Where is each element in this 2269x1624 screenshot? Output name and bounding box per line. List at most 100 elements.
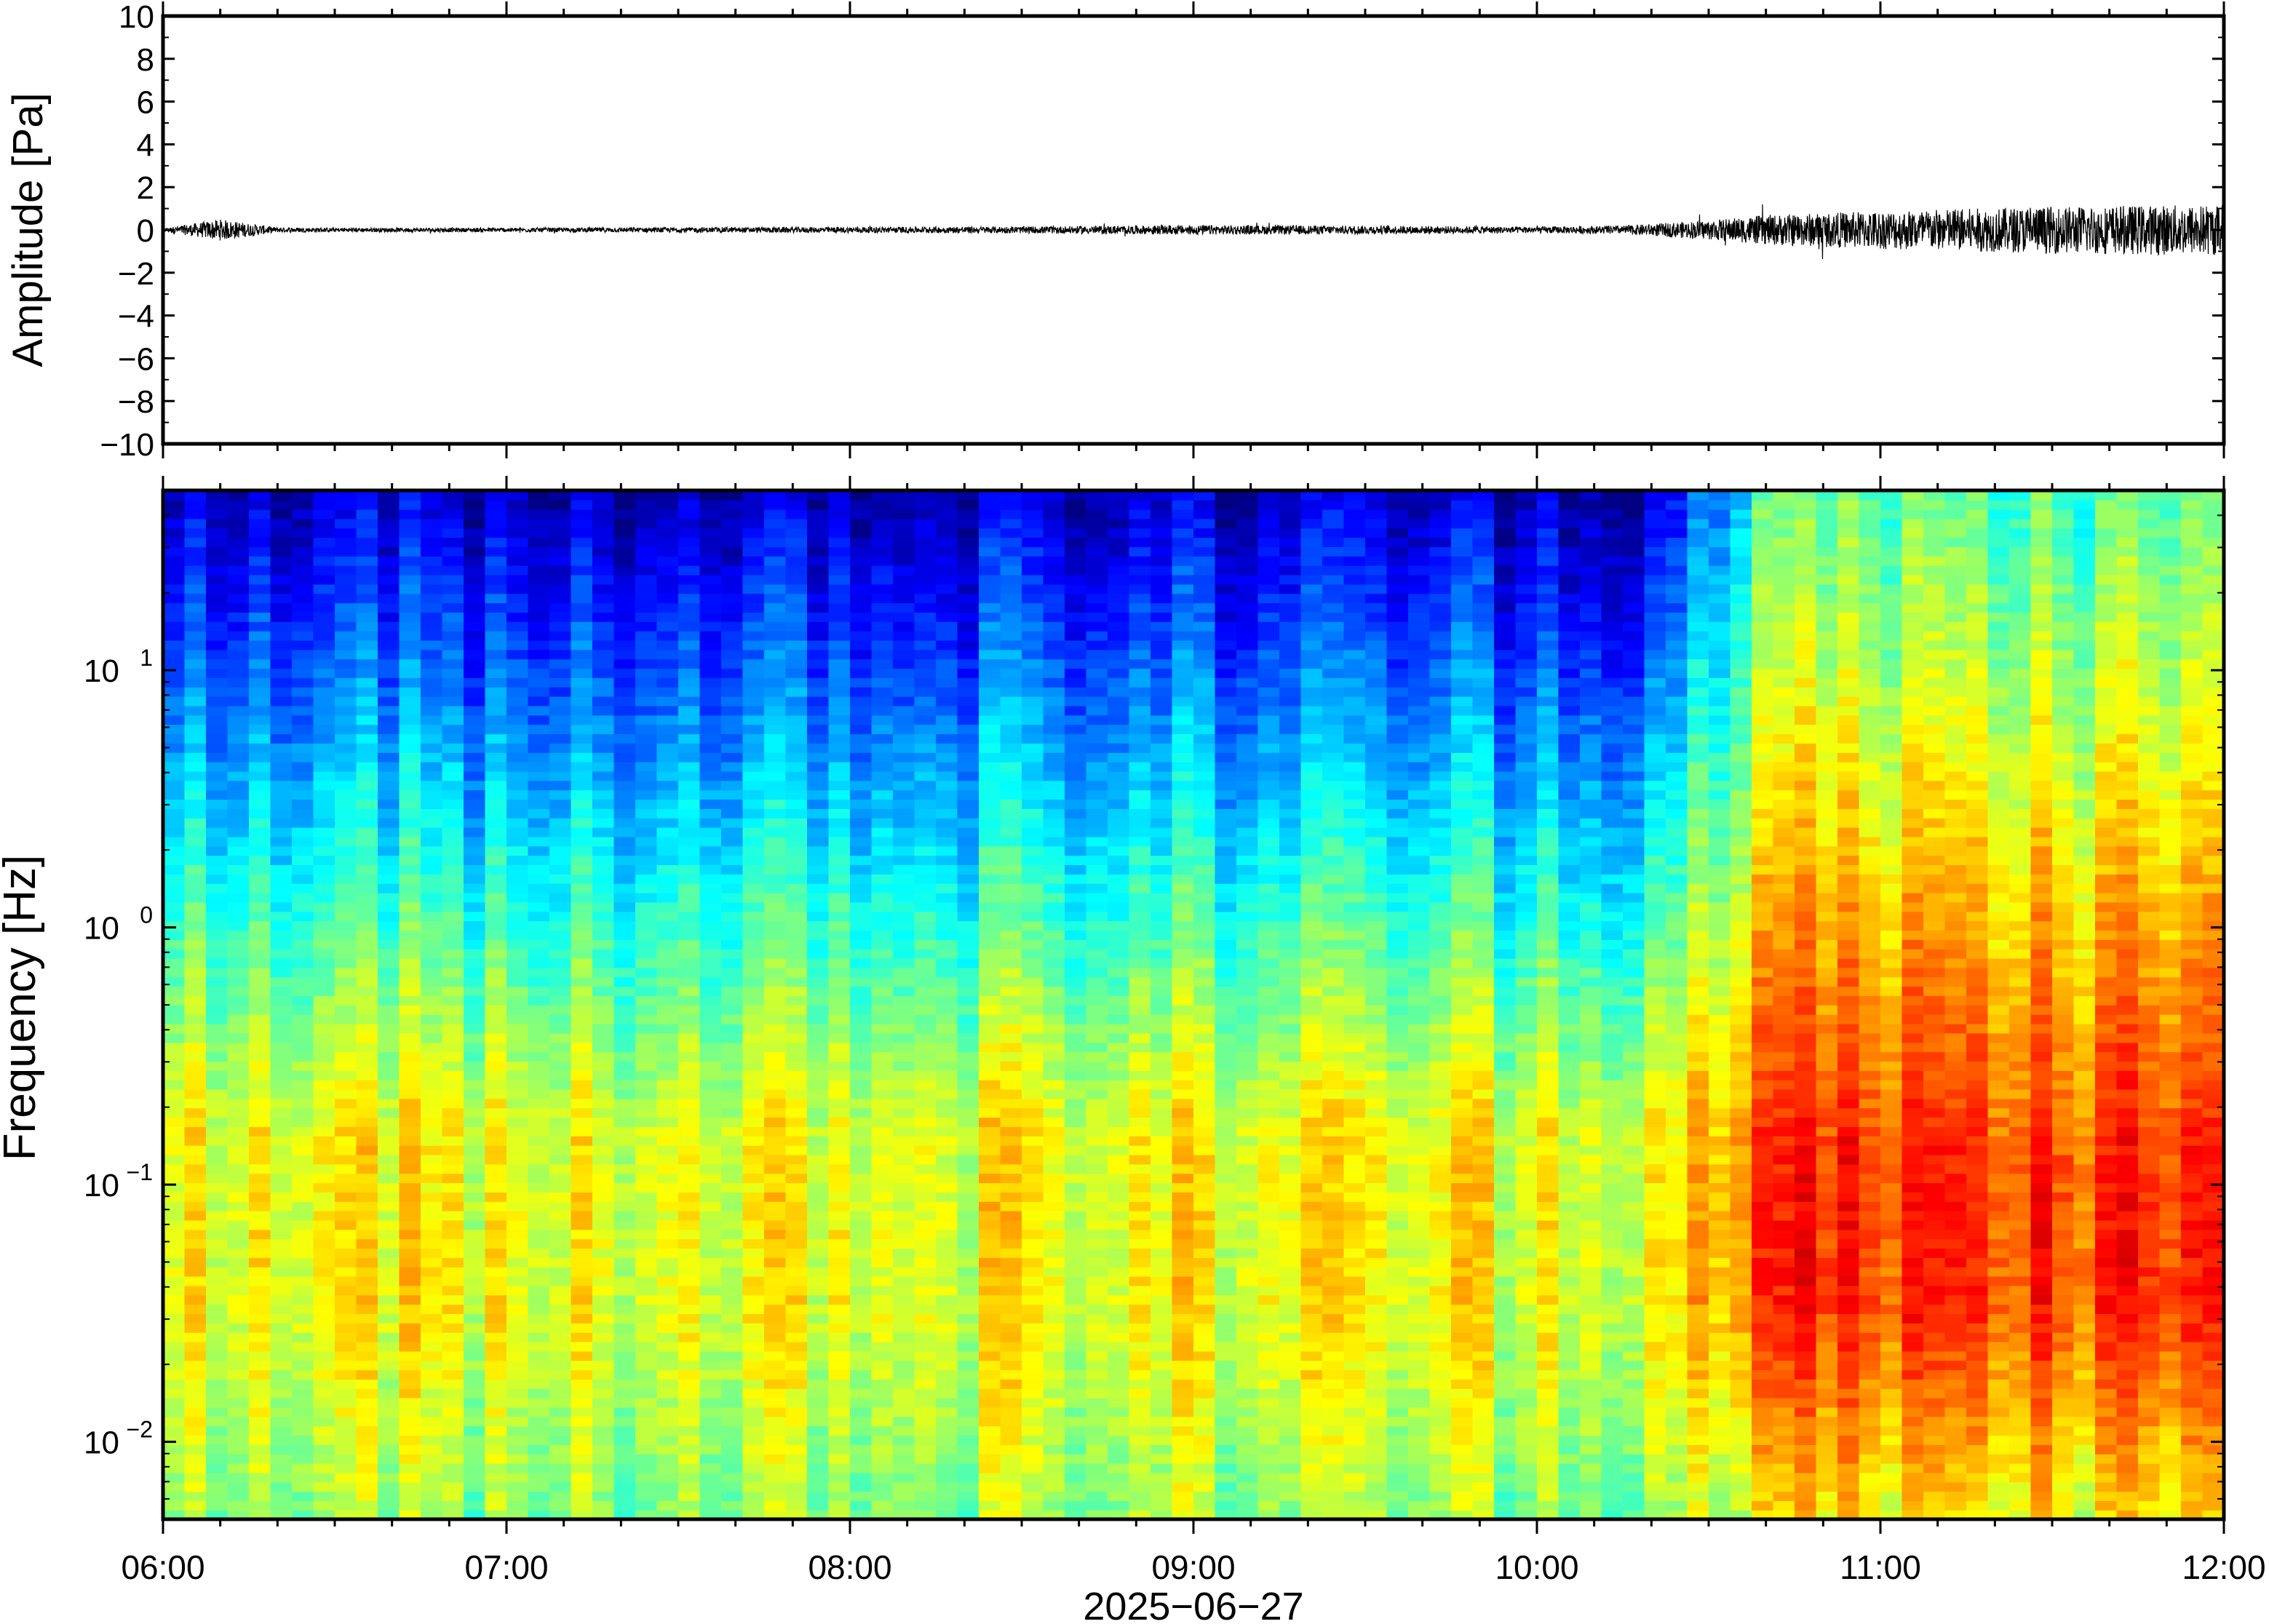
- spectrogram-cell: [1022, 1510, 1044, 1520]
- spectrogram-cell: [936, 1014, 958, 1024]
- spectrogram-cell: [957, 1154, 979, 1165]
- spectrogram-cell: [378, 1032, 400, 1043]
- spectrogram-cell: [184, 546, 207, 557]
- spectrogram-cell: [850, 1285, 873, 1296]
- spectrogram-cell: [656, 565, 679, 576]
- spectrogram-cell: [1065, 499, 1087, 510]
- spectrogram-cell: [764, 1341, 787, 1352]
- spectrogram-cell: [549, 602, 572, 613]
- spectrogram-cell: [871, 1294, 894, 1305]
- spectrogram-cell: [699, 1173, 722, 1184]
- spectrogram-cell: [1086, 948, 1108, 959]
- spectrogram-cell: [1000, 1462, 1022, 1473]
- spectrogram-cell: [592, 1341, 615, 1352]
- spectrogram-cell: [249, 1500, 271, 1510]
- spectrogram-cell: [979, 612, 1001, 622]
- spectrogram-cell: [721, 892, 744, 903]
- spectrogram-cell: [184, 1229, 207, 1240]
- spectrogram-cell: [1043, 584, 1065, 594]
- spectrogram-cell: [335, 1313, 357, 1324]
- spectrogram-cell: [184, 1032, 207, 1043]
- spectrogram-cell: [936, 1248, 958, 1258]
- spectrogram-cell: [742, 911, 765, 922]
- spectrogram-cell: [699, 948, 722, 959]
- spectrogram-cell: [957, 584, 979, 594]
- spectrogram-cell: [356, 1192, 378, 1202]
- spectrogram-cell: [678, 976, 701, 987]
- spectrogram-cell: [1000, 1491, 1022, 1502]
- spectrogram-cell: [1022, 939, 1044, 950]
- spectrogram-cell: [356, 901, 378, 912]
- spectrogram-cell: [292, 1266, 314, 1277]
- spectrogram-cell: [656, 836, 679, 847]
- spectrogram-cell: [528, 1248, 550, 1258]
- spectrogram-cell: [184, 1462, 207, 1473]
- spectrogram-cell: [1022, 1379, 1044, 1389]
- spectrogram-cell: [421, 1023, 443, 1034]
- spectrogram-cell: [292, 715, 314, 725]
- spectrogram-cell: [592, 1462, 615, 1473]
- spectrogram-cell: [1000, 845, 1022, 856]
- spectrogram-cell: [828, 1154, 851, 1165]
- spectrogram-cell: [356, 1379, 378, 1389]
- spectrogram-cell: [335, 1070, 357, 1080]
- spectrogram-cell: [678, 855, 701, 865]
- spectrogram-cell: [1043, 677, 1065, 688]
- spectrogram-cell: [1065, 518, 1087, 529]
- spectrogram-cell: [979, 537, 1001, 547]
- spectrogram-cell: [528, 1173, 550, 1184]
- spectrogram-cell: [1000, 874, 1022, 884]
- spectrogram-cell: [1043, 845, 1065, 856]
- spectrogram-cell: [1022, 499, 1044, 510]
- spectrogram-cell: [613, 883, 636, 893]
- spectrogram-cell: [227, 584, 250, 594]
- spectrogram-cell: [227, 1238, 250, 1249]
- spectrogram-cell: [1043, 1192, 1065, 1202]
- spectrogram-cell: [656, 892, 679, 903]
- spectrogram-cell: [678, 967, 701, 978]
- spectrogram-cell: [635, 1145, 658, 1155]
- spectrogram-cell: [184, 1005, 207, 1015]
- spectrogram-cell: [957, 1005, 979, 1015]
- spectrogram-cell: [399, 1491, 421, 1502]
- spectrogram-cell: [464, 518, 486, 529]
- spectrogram-cell: [421, 1323, 443, 1333]
- spectrogram-cell: [249, 892, 271, 903]
- spectrogram-cell: [506, 855, 529, 865]
- spectrogram-cell: [1086, 715, 1108, 725]
- spectrogram-cell: [721, 715, 744, 725]
- spectrogram-cell: [1086, 490, 1108, 501]
- spectrogram-cell: [313, 1154, 335, 1165]
- spectrogram-cell: [270, 1014, 293, 1024]
- spectrogram-cell: [871, 1173, 894, 1184]
- spectrogram-cell: [184, 911, 207, 922]
- spectrogram-cell: [313, 1070, 335, 1080]
- spectrogram-cell: [335, 1257, 357, 1267]
- spectrogram-cell: [378, 948, 400, 959]
- spectrogram-cell: [828, 1182, 851, 1193]
- spectrogram-cell: [742, 686, 765, 697]
- spectrogram-cell: [292, 911, 314, 922]
- spectrogram-cell: [163, 1416, 186, 1427]
- spectrogram-cell: [270, 658, 293, 669]
- spectrogram-cell: [635, 958, 658, 968]
- spectrogram-cell: [421, 1145, 443, 1155]
- spectrogram-cell: [270, 1126, 293, 1137]
- spectrogram-cell: [249, 1182, 271, 1193]
- spectrogram-cell: [421, 967, 443, 978]
- spectrogram-cell: [464, 1154, 486, 1165]
- spectrogram-cell: [227, 658, 250, 669]
- spectrogram-cell: [399, 677, 421, 688]
- spectrogram-cell: [1000, 696, 1022, 706]
- spectrogram-cell: [206, 939, 229, 950]
- spectrogram-cell: [442, 1154, 464, 1165]
- spectrogram-cell: [399, 1435, 421, 1445]
- spectrogram-cell: [442, 1350, 464, 1361]
- spectrogram-cell: [893, 499, 915, 510]
- spectrogram-cell: [399, 1350, 421, 1361]
- spectrogram-cell: [571, 1294, 593, 1305]
- spectrogram-cell: [356, 976, 378, 987]
- spectrogram-cell: [828, 1098, 851, 1109]
- spectrogram-cell: [528, 677, 550, 688]
- spectrogram-cell: [292, 1136, 314, 1146]
